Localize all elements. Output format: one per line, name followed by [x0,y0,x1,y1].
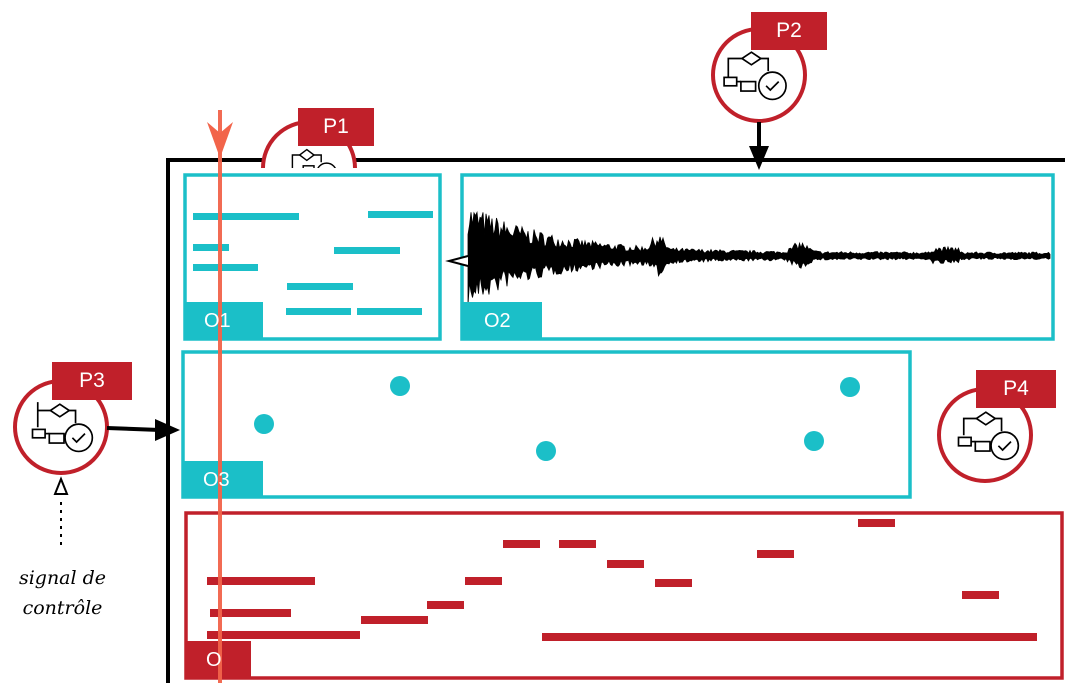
o1-label-tab [185,302,263,339]
object-o [184,511,1064,680]
o2-label-tab [462,302,542,339]
flowchart-icon [957,411,1020,461]
o3-label-tab [183,461,263,497]
o3-points [254,376,860,461]
object-o1 [183,173,442,341]
o2-input-arrow [445,255,469,267]
main-frame [166,158,1065,683]
flowchart-icon [723,51,787,101]
process-p4 [937,387,1033,483]
flowchart-icon [291,148,336,168]
process-p2 [711,27,807,170]
process-p3 [13,379,180,545]
object-o3 [181,350,912,499]
flowchart-icon [31,402,94,453]
o1-event-bars [193,211,433,315]
playhead[interactable] [207,110,233,683]
object-o2 [460,173,1055,341]
o2-waveform [467,211,1051,305]
o-note-bars [207,519,1037,641]
